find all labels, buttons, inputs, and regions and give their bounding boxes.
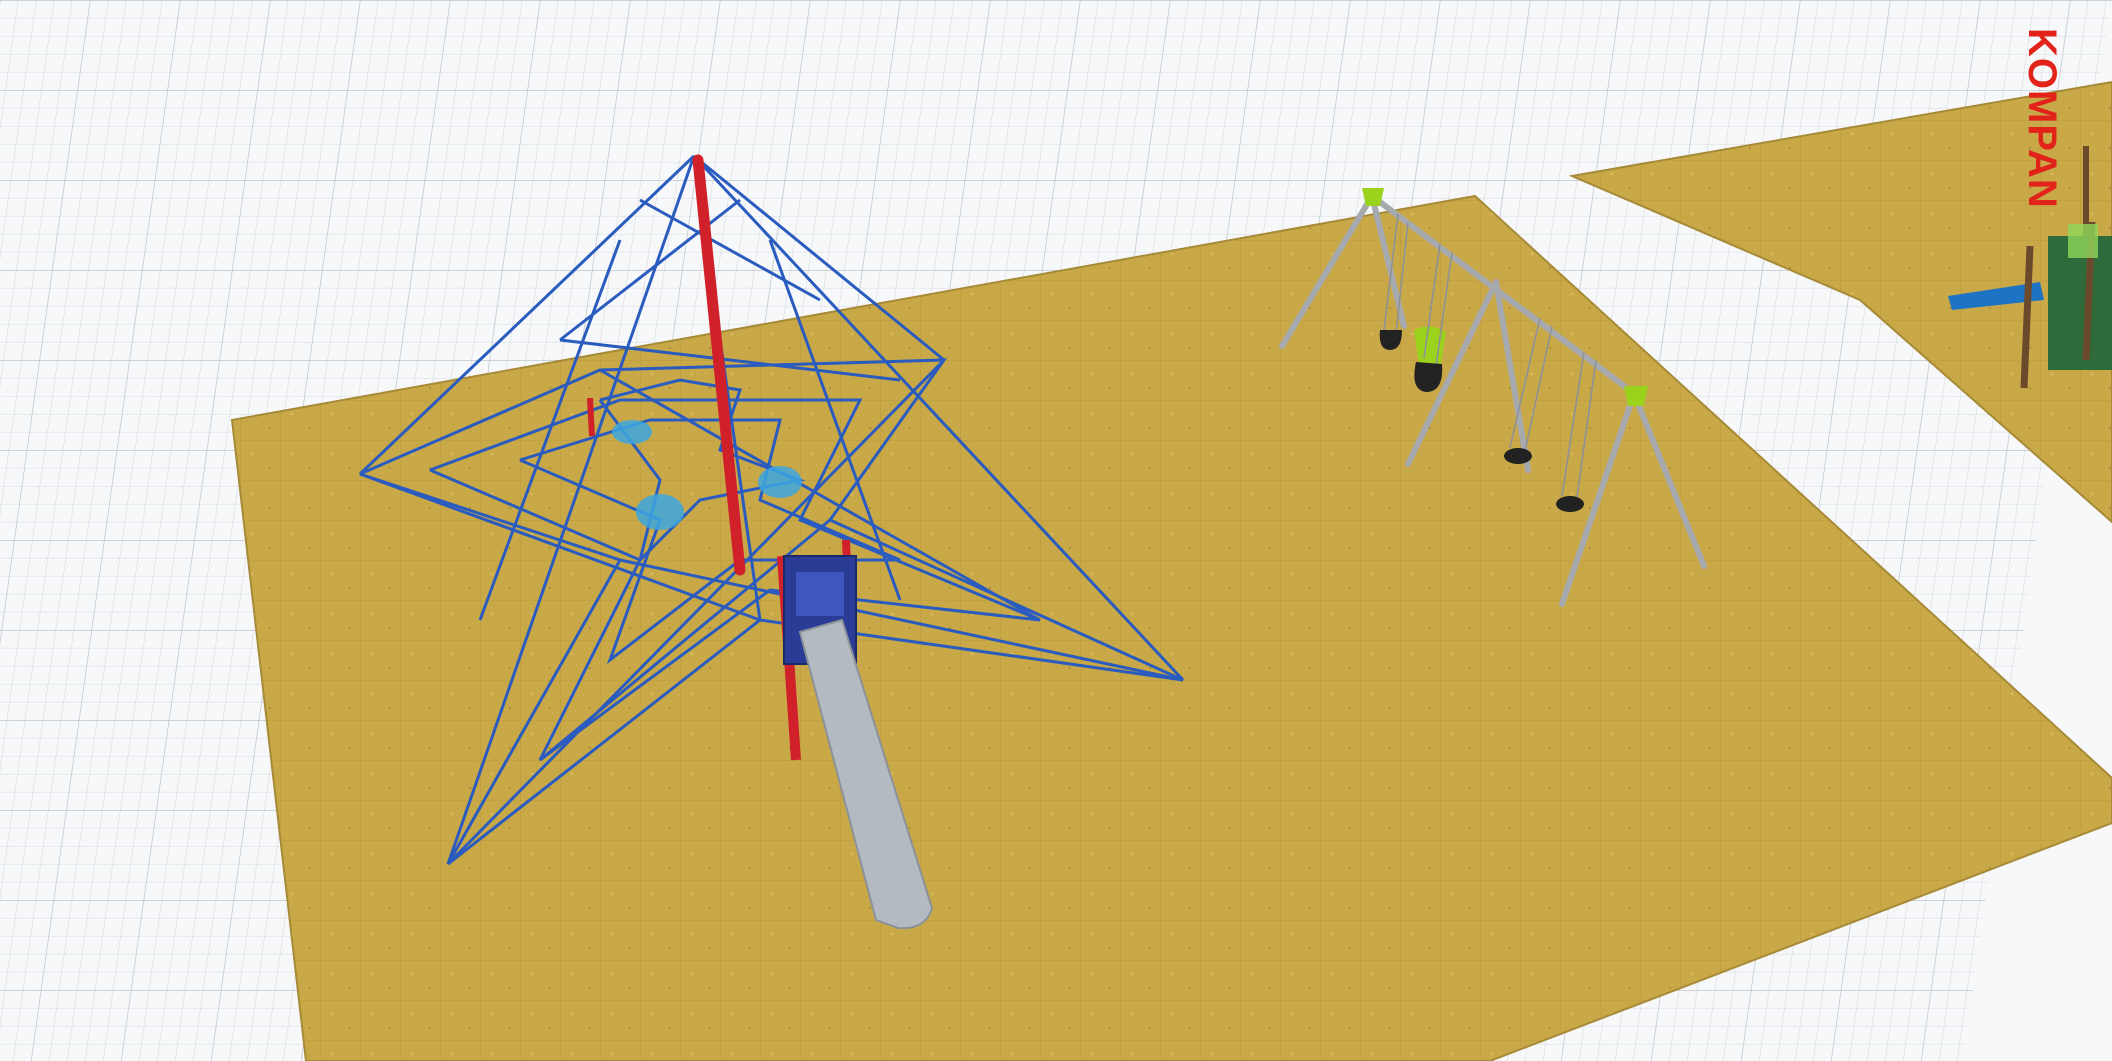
- play-tower-partial: [1948, 146, 2112, 389]
- slide-chute: [798, 618, 934, 930]
- net-center-mast: [692, 154, 746, 576]
- pyramid-rope-net: [358, 154, 1185, 866]
- net-side-post: [587, 397, 595, 437]
- double-swing-set: [1279, 188, 1707, 607]
- surface-right: [1568, 80, 2112, 524]
- net-seat-pods: [612, 420, 802, 530]
- kompan-logo: KOMPAN: [2020, 28, 2064, 209]
